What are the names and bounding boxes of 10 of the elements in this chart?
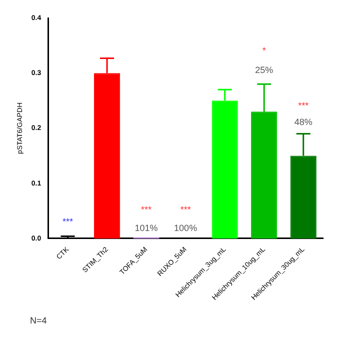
text: N=4 xyxy=(30,315,47,326)
annotation: *** xyxy=(141,204,152,214)
annotation: 48% xyxy=(294,117,312,128)
annotation: 25% xyxy=(255,64,274,75)
annotation: 100% xyxy=(174,223,198,234)
annotation: * xyxy=(262,46,266,56)
annotation: *** xyxy=(298,100,310,111)
annotation: 101% xyxy=(134,223,158,234)
annotation: *** xyxy=(180,204,192,214)
annotation: *** xyxy=(62,216,74,226)
